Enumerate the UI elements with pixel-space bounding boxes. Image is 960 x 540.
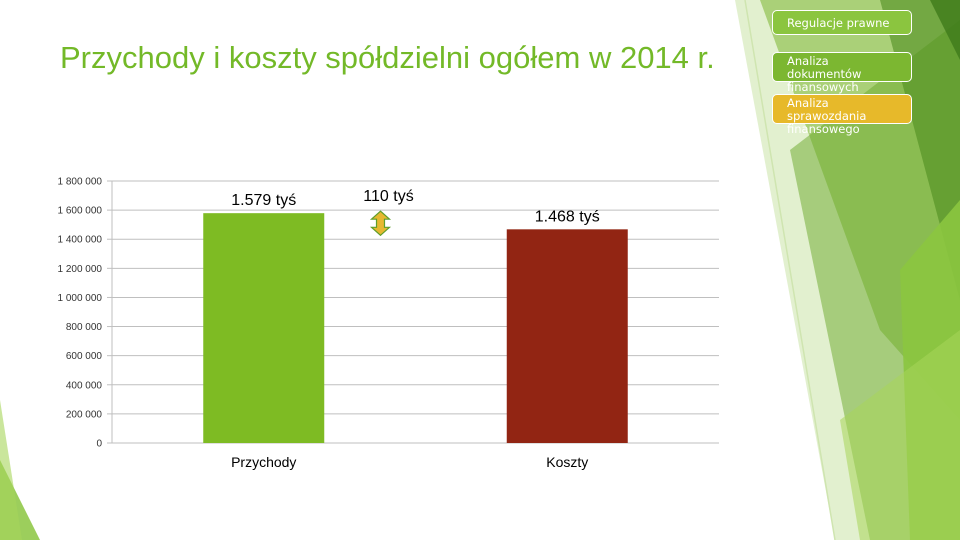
data-label: 1.468 tyś bbox=[535, 208, 600, 225]
y-tick-label: 400 000 bbox=[66, 380, 103, 391]
bar bbox=[203, 213, 325, 443]
x-tick-label: Przychody bbox=[231, 454, 296, 470]
difference-label: 110 tyś bbox=[363, 188, 413, 205]
y-tick-label: 0 bbox=[96, 439, 102, 450]
y-tick-label: 1 400 000 bbox=[58, 235, 103, 246]
data-label: 1.579 tyś bbox=[231, 192, 296, 209]
nav-item-regulacje[interactable]: Regulacje prawne bbox=[772, 10, 912, 35]
nav-item-analiza-dokumentow[interactable]: Analiza dokumentów finansowych bbox=[772, 52, 912, 94]
y-tick-label: 1 600 000 bbox=[58, 206, 103, 217]
slide-title: Przychody i koszty spółdzielni ogółem w … bbox=[60, 40, 715, 75]
y-tick-label: 600 000 bbox=[66, 351, 103, 362]
y-tick-label: 1 200 000 bbox=[58, 264, 103, 275]
bar bbox=[506, 229, 628, 443]
y-tick-label: 1 800 000 bbox=[58, 177, 103, 188]
y-tick-label: 1 000 000 bbox=[58, 293, 103, 304]
x-tick-label: Koszty bbox=[546, 454, 588, 470]
nav-item-analiza-sprawozdania[interactable]: Analiza sprawozdania finansowego bbox=[772, 94, 912, 136]
y-tick-label: 200 000 bbox=[66, 409, 103, 420]
y-tick-label: 800 000 bbox=[66, 322, 103, 333]
difference-arrow-icon bbox=[369, 210, 392, 237]
